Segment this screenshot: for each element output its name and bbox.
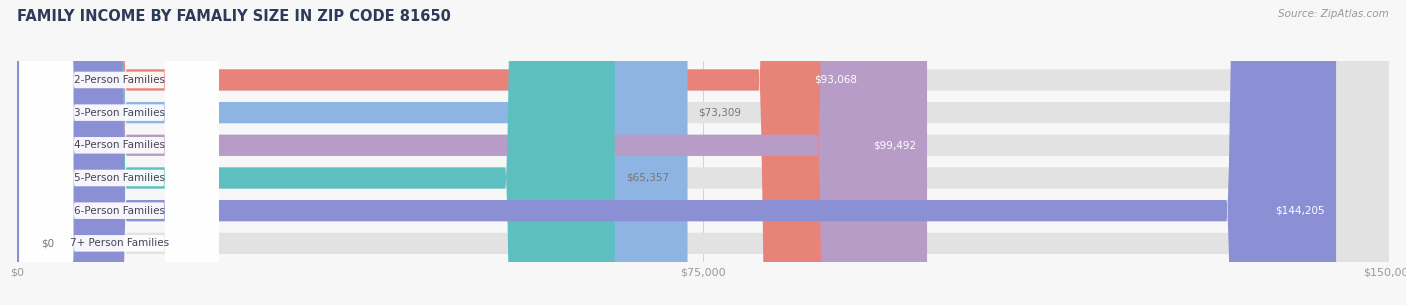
FancyBboxPatch shape [17, 0, 1389, 305]
Text: 5-Person Families: 5-Person Families [73, 173, 165, 183]
FancyBboxPatch shape [20, 0, 218, 305]
FancyBboxPatch shape [17, 0, 614, 305]
Text: $93,068: $93,068 [814, 75, 858, 85]
FancyBboxPatch shape [17, 0, 1336, 305]
Text: $144,205: $144,205 [1275, 206, 1324, 216]
FancyBboxPatch shape [20, 0, 218, 305]
Text: 6-Person Families: 6-Person Families [73, 206, 165, 216]
FancyBboxPatch shape [20, 0, 218, 305]
Text: $99,492: $99,492 [873, 140, 917, 150]
Text: 3-Person Families: 3-Person Families [73, 108, 165, 118]
FancyBboxPatch shape [17, 0, 1389, 305]
FancyBboxPatch shape [17, 0, 1389, 305]
Text: Source: ZipAtlas.com: Source: ZipAtlas.com [1278, 9, 1389, 19]
FancyBboxPatch shape [20, 0, 218, 305]
FancyBboxPatch shape [17, 0, 1389, 305]
Text: $0: $0 [42, 238, 55, 248]
FancyBboxPatch shape [17, 0, 927, 305]
Text: 7+ Person Families: 7+ Person Families [69, 238, 169, 248]
FancyBboxPatch shape [20, 0, 218, 305]
Text: FAMILY INCOME BY FAMALIY SIZE IN ZIP CODE 81650: FAMILY INCOME BY FAMALIY SIZE IN ZIP COD… [17, 9, 451, 24]
Text: $73,309: $73,309 [699, 108, 741, 118]
FancyBboxPatch shape [17, 0, 688, 305]
FancyBboxPatch shape [17, 0, 1389, 305]
FancyBboxPatch shape [17, 0, 1389, 305]
FancyBboxPatch shape [20, 0, 218, 305]
Text: 2-Person Families: 2-Person Families [73, 75, 165, 85]
FancyBboxPatch shape [17, 0, 869, 305]
Text: $65,357: $65,357 [626, 173, 669, 183]
Text: 4-Person Families: 4-Person Families [73, 140, 165, 150]
